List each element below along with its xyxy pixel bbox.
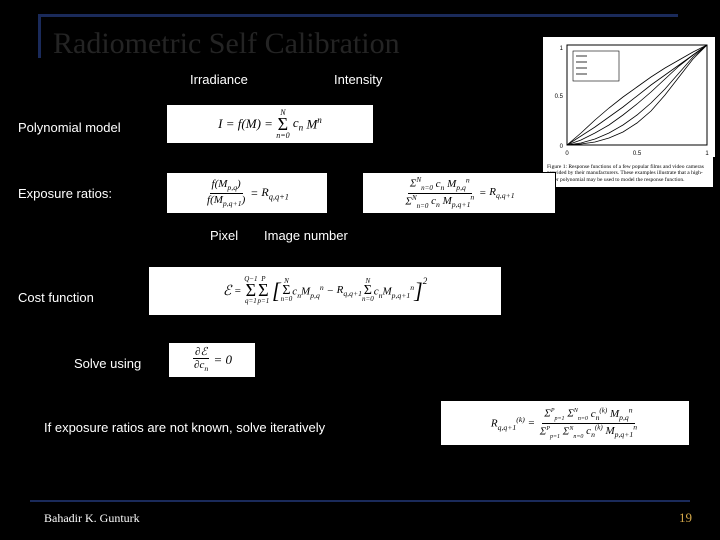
label-image-number: Image number bbox=[264, 228, 348, 243]
footer-divider bbox=[30, 500, 690, 502]
response-chart-svg: 0 0.5 1 0 0.5 1 bbox=[543, 37, 715, 157]
svg-text:0.5: 0.5 bbox=[633, 151, 642, 157]
figure-caption: Figure 1: Response functions of a few po… bbox=[543, 162, 713, 185]
formula-cost: ℰ = Q−1 Σ q=1 P Σ p=1 [ N Σ n=0 cnMp,qn … bbox=[148, 266, 502, 316]
formula-iterative: Rq,q+1(k) = ΣPp=1 ΣNn=0 cn(k) Mp,qn ΣPp=… bbox=[440, 400, 690, 446]
formula-ratio-left: f(Mp,q) f(Mp,q+1) = Rq,q+1 bbox=[166, 172, 328, 214]
label-exposure-ratios: Exposure ratios: bbox=[18, 186, 112, 201]
label-polynomial: Polynomial model bbox=[18, 120, 121, 135]
svg-text:0.5: 0.5 bbox=[555, 94, 564, 100]
formula-derivative: ∂ℰ ∂cn = 0 bbox=[168, 342, 256, 378]
label-cost-function: Cost function bbox=[18, 290, 94, 305]
formula-polynomial: I = f(M) = N Σ n=0 cn Mn bbox=[166, 104, 374, 144]
label-iterative: If exposure ratios are not known, solve … bbox=[44, 420, 325, 435]
slide-title: Radiometric Self Calibration bbox=[53, 27, 400, 61]
label-solve-using: Solve using bbox=[74, 356, 141, 371]
response-figure: 0 0.5 1 0 0.5 1 Figure 1: Response funct… bbox=[542, 36, 714, 188]
label-irradiance: Irradiance bbox=[190, 72, 248, 87]
footer-author: Bahadir K. Gunturk bbox=[44, 511, 140, 526]
label-pixel: Pixel bbox=[210, 228, 238, 243]
footer-page-number: 19 bbox=[679, 510, 692, 526]
label-intensity: Intensity bbox=[334, 72, 382, 87]
formula-ratio-right: ΣNn=0 cn Mp,qn ΣNn=0 cn Mp,q+1n = Rq,q+1 bbox=[362, 172, 556, 214]
